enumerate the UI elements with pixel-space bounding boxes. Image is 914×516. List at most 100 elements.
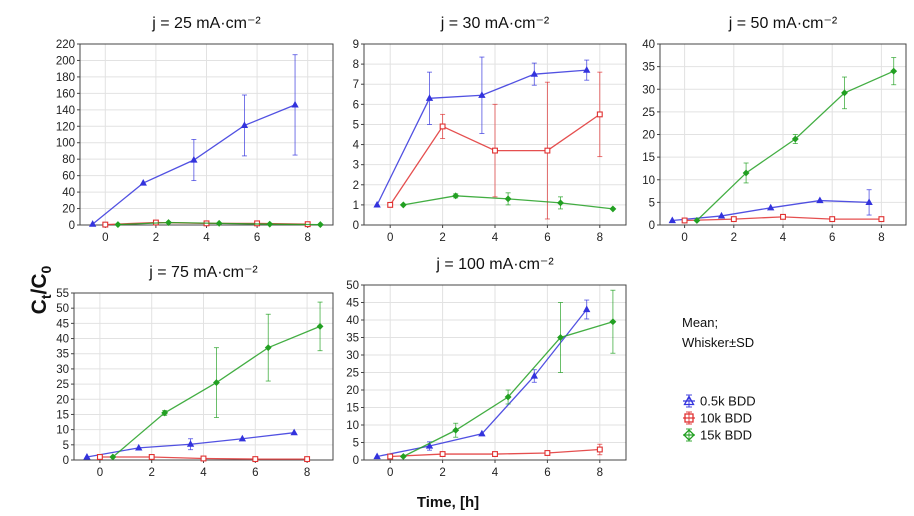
data-point (190, 155, 198, 163)
y-tick-label: 20 (642, 130, 655, 142)
y-tick-label: 10 (56, 425, 69, 437)
data-point (109, 453, 117, 461)
data-point (373, 452, 381, 460)
data-point (238, 434, 247, 442)
y-tick-label: 3 (353, 160, 359, 172)
x-tick-label: 8 (304, 467, 310, 479)
panel-title: j = 25 mA·cm⁻² (151, 15, 261, 32)
data-point (478, 429, 486, 437)
data-point (148, 454, 155, 460)
data-point (557, 199, 564, 207)
legend-item: 10k BDD (683, 411, 752, 426)
panel-5: 0 5 10 15 20 25 30 35 40 45 50 0 2 4 6 8 j = 100 mA·cm⁻² (346, 256, 627, 479)
data-point (504, 195, 512, 203)
data-point (399, 201, 407, 209)
data-point (425, 441, 434, 449)
series-0-5k-bdd (88, 54, 299, 227)
data-point (114, 221, 122, 229)
series-0-5k-bdd (668, 189, 873, 224)
y-tick-label: 25 (56, 379, 69, 391)
y-tick-label: 120 (56, 121, 75, 133)
x-tick-label: 2 (731, 232, 737, 244)
y-tick-label: 25 (642, 107, 655, 119)
data-point (161, 409, 169, 417)
data-point (186, 440, 195, 447)
x-tick-label: 6 (544, 232, 550, 244)
legend-item: 0.5k BDD (683, 394, 756, 409)
data-point (668, 216, 676, 224)
y-tick-label: 0 (63, 455, 69, 467)
x-tick-label: 0 (681, 232, 687, 244)
legend-marker (683, 395, 695, 406)
x-tick-label: 0 (102, 232, 108, 244)
data-point (399, 453, 407, 460)
series-15k-bdd (109, 301, 324, 461)
panel-title: j = 100 mA·cm⁻² (435, 256, 554, 273)
y-tick-label: 6 (353, 99, 359, 111)
data-point (96, 454, 103, 460)
data-point (316, 221, 324, 229)
panel-title: j = 50 mA·cm⁻² (728, 15, 838, 32)
y-tick-label: 55 (56, 288, 69, 300)
panel-title: j = 75 mA·cm⁻² (148, 264, 258, 281)
data-point (530, 70, 538, 77)
legend-item: 15k BDD (683, 428, 752, 443)
y-tick-label: 8 (353, 59, 359, 71)
y-tick-label: 35 (346, 333, 359, 345)
x-tick-label: 6 (544, 467, 550, 479)
y-tick-label: 45 (346, 298, 359, 310)
panel-title: j = 30 mA·cm⁻² (440, 15, 550, 32)
data-point (291, 100, 299, 108)
data-point (213, 379, 220, 386)
data-point (504, 393, 512, 401)
x-axis-label: Time, [h] (417, 494, 479, 511)
data-point (316, 322, 324, 330)
y-tick-label: 20 (62, 204, 75, 216)
x-tick-label: 6 (252, 467, 258, 479)
data-point (816, 196, 824, 204)
y-tick-label: 160 (56, 88, 75, 100)
y-tick-label: 50 (346, 280, 359, 292)
data-point (135, 443, 143, 451)
data-point (252, 456, 259, 463)
legend-label: 15k BDD (700, 428, 752, 443)
y-tick-label: 9 (353, 39, 359, 51)
y-tick-label: 40 (346, 315, 359, 327)
y-tick-label: 5 (353, 438, 359, 450)
y-tick-label: 25 (346, 368, 359, 380)
data-point (791, 135, 799, 143)
y-tick-label: 30 (56, 364, 69, 376)
data-point (266, 220, 274, 228)
x-tick-label: 0 (97, 467, 103, 479)
data-point (439, 451, 446, 457)
data-point (264, 344, 272, 352)
x-tick-label: 4 (492, 232, 499, 244)
y-tick-label: 10 (642, 175, 655, 187)
panel-4: 0 5 10 15 20 25 30 35 40 45 50 55 0 2 4 6 8 j = 75 mA·cm⁻… (56, 264, 334, 479)
series-15k-bdd (693, 57, 898, 224)
series-15k-bdd (114, 219, 324, 229)
y-tick-label: 15 (346, 403, 359, 415)
x-tick-label: 8 (597, 232, 603, 244)
y-tick-label: 40 (56, 334, 69, 346)
y-tick-label: 40 (62, 187, 75, 199)
x-tick-label: 2 (439, 232, 445, 244)
data-point (609, 205, 617, 213)
x-tick-label: 2 (439, 467, 445, 479)
legend: 0.5k BDD 10k BDD 15k BDD (683, 394, 756, 443)
y-tick-label: 20 (346, 385, 359, 397)
y-tick-label: 80 (62, 154, 75, 166)
note-whisker: Whisker±SD (682, 335, 754, 350)
y-tick-label: 2 (353, 180, 359, 192)
data-point (165, 219, 172, 226)
x-tick-label: 2 (148, 467, 154, 479)
x-tick-label: 8 (597, 467, 603, 479)
y-tick-label: 5 (353, 119, 359, 131)
x-tick-label: 4 (203, 232, 210, 244)
y-tick-label: 30 (346, 350, 359, 362)
data-point (425, 94, 434, 101)
series-15k-bdd (399, 289, 617, 460)
data-point (102, 221, 109, 228)
data-point (304, 456, 311, 463)
y-tick-label: 1 (353, 200, 359, 212)
